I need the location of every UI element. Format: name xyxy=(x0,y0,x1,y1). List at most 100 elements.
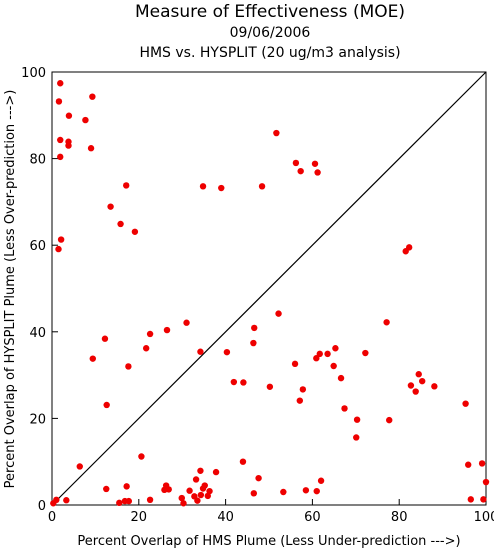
data-point xyxy=(55,98,63,105)
data-point xyxy=(255,474,262,482)
data-point xyxy=(314,169,321,176)
data-point xyxy=(87,145,95,152)
data-point xyxy=(199,183,207,190)
x-tick-label: 20 xyxy=(131,510,148,525)
data-point xyxy=(183,319,190,326)
data-point xyxy=(313,355,320,362)
data-point xyxy=(103,485,110,493)
data-point xyxy=(65,142,72,149)
data-point xyxy=(299,386,307,393)
data-point xyxy=(251,324,258,332)
data-point xyxy=(353,416,361,423)
data-point xyxy=(415,371,422,378)
data-point xyxy=(337,374,345,382)
data-point xyxy=(186,487,193,494)
data-point xyxy=(362,349,369,357)
data-point xyxy=(55,245,62,253)
axis-ticks: 0 20 40 60 80 100 0 20 40 60 80 100 xyxy=(21,66,494,525)
data-point xyxy=(302,487,310,494)
data-point xyxy=(89,355,96,362)
chart-title: Measure of Effectiveness (MOE) xyxy=(135,2,405,22)
x-tick-label: 60 xyxy=(304,510,321,525)
y-tick-label: 20 xyxy=(29,412,46,427)
data-point xyxy=(103,401,110,409)
data-point xyxy=(311,160,319,167)
data-point xyxy=(82,116,89,124)
data-point xyxy=(101,335,109,342)
chart-subtitle: HMS vs. HYSPLIT (20 ug/m3 analysis) xyxy=(139,45,400,61)
data-point xyxy=(258,183,266,190)
data-point xyxy=(478,460,486,467)
data-points xyxy=(50,80,490,507)
y-tick-label: 40 xyxy=(29,326,46,341)
data-point xyxy=(431,383,438,390)
data-point xyxy=(125,363,132,370)
data-point xyxy=(230,378,238,386)
data-point xyxy=(407,382,415,389)
data-point xyxy=(330,362,337,370)
data-point xyxy=(462,400,469,407)
data-point xyxy=(250,490,258,497)
data-point xyxy=(142,345,150,352)
chart-date: 09/06/2006 xyxy=(230,25,311,41)
data-point xyxy=(57,80,64,87)
data-point xyxy=(212,468,220,476)
data-point xyxy=(178,494,185,502)
data-point xyxy=(197,467,204,474)
data-point xyxy=(239,458,247,465)
data-point xyxy=(419,377,426,385)
data-point xyxy=(180,500,187,507)
data-point xyxy=(146,330,154,338)
data-point xyxy=(57,153,64,161)
y-tick-label: 100 xyxy=(21,66,46,81)
data-point xyxy=(223,348,231,356)
data-point xyxy=(316,350,323,358)
data-point xyxy=(297,167,304,175)
data-point xyxy=(405,244,413,251)
data-point xyxy=(313,487,320,495)
data-point xyxy=(317,477,325,484)
data-point xyxy=(218,184,225,192)
data-point xyxy=(266,383,274,390)
x-tick-label: 0 xyxy=(48,510,56,525)
data-point xyxy=(165,486,172,493)
data-point xyxy=(324,350,331,358)
y-axis-label: Percent Overlap of HYSPLIT Plume (Less O… xyxy=(3,90,18,489)
data-point xyxy=(197,491,205,499)
data-point xyxy=(296,397,304,404)
x-axis-label: Percent Overlap of HMS Plume (Less Under… xyxy=(77,534,460,549)
data-point xyxy=(292,159,300,167)
data-point xyxy=(353,434,360,441)
data-point xyxy=(412,388,419,395)
data-point xyxy=(76,463,83,470)
data-point xyxy=(146,496,154,504)
one-to-one-reference-line xyxy=(51,71,487,506)
data-point xyxy=(107,203,114,210)
data-point xyxy=(275,310,282,317)
data-point xyxy=(206,487,213,495)
data-point xyxy=(480,496,487,503)
data-point xyxy=(192,476,200,483)
data-point xyxy=(291,360,299,368)
data-point xyxy=(117,220,124,228)
data-point xyxy=(65,112,73,119)
data-point xyxy=(57,136,64,144)
y-tick-label: 60 xyxy=(29,239,46,254)
data-point xyxy=(273,129,280,137)
data-point xyxy=(123,182,130,189)
data-point xyxy=(57,236,65,243)
y-tick-label: 80 xyxy=(29,153,46,168)
data-point xyxy=(163,326,171,334)
data-point xyxy=(280,488,287,496)
data-point xyxy=(386,416,393,424)
data-point xyxy=(250,339,257,347)
x-tick-label: 100 xyxy=(474,510,494,525)
x-tick-label: 80 xyxy=(391,510,408,525)
data-point xyxy=(467,496,475,503)
data-point xyxy=(383,319,390,326)
data-point xyxy=(465,461,472,468)
data-point xyxy=(131,228,139,235)
data-point xyxy=(116,499,123,507)
plot-area-frame xyxy=(51,71,487,506)
